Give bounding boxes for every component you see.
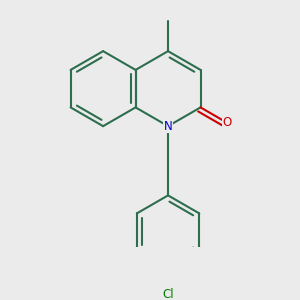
Text: N: N	[164, 120, 172, 133]
Text: Cl: Cl	[162, 288, 174, 300]
Text: O: O	[222, 116, 231, 129]
